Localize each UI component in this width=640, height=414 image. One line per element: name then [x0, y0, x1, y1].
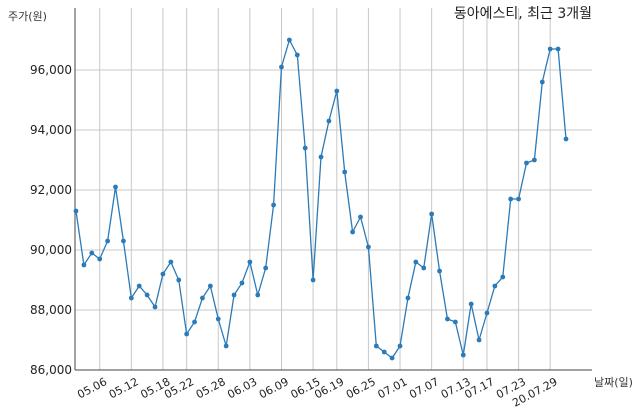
x-tick-label: 06.25	[344, 375, 378, 401]
data-point	[97, 256, 103, 262]
y-tick-label: 96,000	[30, 63, 72, 77]
data-point	[310, 277, 316, 283]
data-point	[318, 154, 324, 160]
data-point	[547, 46, 553, 52]
data-point	[176, 277, 182, 283]
data-point	[121, 238, 126, 244]
y-axis-label: 주가(원)	[8, 10, 47, 23]
data-point	[484, 310, 490, 316]
x-tick-label: 05.06	[75, 375, 109, 401]
data-point	[152, 304, 158, 310]
data-point	[279, 64, 284, 70]
x-tick-labels: 05.0605.1205.1805.2205.2806.0306.0906.15…	[75, 375, 559, 409]
data-point	[539, 79, 545, 85]
x-tick-label: 05.28	[194, 375, 228, 401]
data-point	[215, 316, 221, 322]
data-point	[366, 244, 371, 250]
data-point	[334, 88, 340, 94]
data-point	[373, 343, 379, 349]
data-point	[168, 259, 174, 265]
data-point	[342, 169, 348, 175]
data-point	[508, 196, 514, 202]
data-point	[89, 250, 95, 256]
x-tick-label: 07.07	[407, 375, 441, 401]
data-point	[413, 259, 419, 265]
data-point	[405, 295, 411, 301]
data-point	[524, 160, 529, 166]
data-point	[468, 301, 474, 307]
data-point	[563, 136, 569, 142]
data-point	[326, 118, 332, 124]
data-point	[192, 319, 197, 325]
data-point	[247, 259, 253, 265]
x-tick-label: 05.12	[107, 375, 141, 401]
y-tick-label: 94,000	[30, 123, 72, 137]
chart-title: 동아에스티, 최근 3개월	[454, 6, 592, 22]
x-tick-label: 07.01	[376, 375, 410, 401]
x-tick-label: 06.03	[225, 375, 259, 401]
data-point	[239, 280, 245, 286]
data-point	[81, 262, 87, 268]
grid-lines	[75, 8, 592, 371]
data-point	[397, 343, 403, 349]
data-point	[500, 274, 506, 280]
data-point	[207, 283, 213, 289]
data-point	[200, 295, 205, 301]
data-point	[476, 337, 482, 343]
data-point	[389, 355, 395, 361]
x-tick-label: 06.09	[257, 375, 291, 401]
data-point	[263, 265, 269, 271]
data-point	[531, 157, 537, 163]
data-point	[105, 238, 111, 244]
data-point	[113, 184, 118, 190]
y-tick-label: 86,000	[30, 363, 72, 377]
data-point	[136, 283, 142, 289]
data-point	[160, 271, 166, 277]
data-point	[429, 211, 435, 217]
data-point	[223, 343, 229, 349]
data-point	[302, 145, 308, 151]
data-point	[445, 316, 450, 322]
data-point	[271, 202, 276, 208]
y-tick-label: 92,000	[30, 183, 72, 197]
data-point	[255, 292, 261, 298]
data-point	[460, 352, 466, 358]
data-point	[437, 268, 442, 274]
axes	[74, 8, 592, 371]
data-point	[421, 265, 427, 271]
data-point	[350, 229, 356, 235]
x-axis-label: 날짜(일)	[594, 375, 633, 389]
data-point	[128, 295, 134, 301]
data-point	[555, 46, 561, 52]
y-tick-label: 90,000	[30, 243, 72, 257]
y-tick-label: 88,000	[30, 303, 72, 317]
data-point	[492, 283, 498, 289]
data-point	[358, 214, 363, 220]
data-point	[144, 292, 150, 298]
data-point	[231, 292, 237, 298]
data-point	[381, 349, 387, 355]
data-point	[452, 319, 458, 325]
y-tick-labels: 86,000 88,000 90,000 92,000 94,000 96,000	[30, 63, 72, 377]
data-point	[516, 196, 521, 202]
data-point	[73, 208, 79, 214]
data-point	[294, 52, 300, 58]
data-point	[184, 331, 190, 337]
data-points	[73, 37, 569, 361]
data-point	[286, 37, 292, 43]
